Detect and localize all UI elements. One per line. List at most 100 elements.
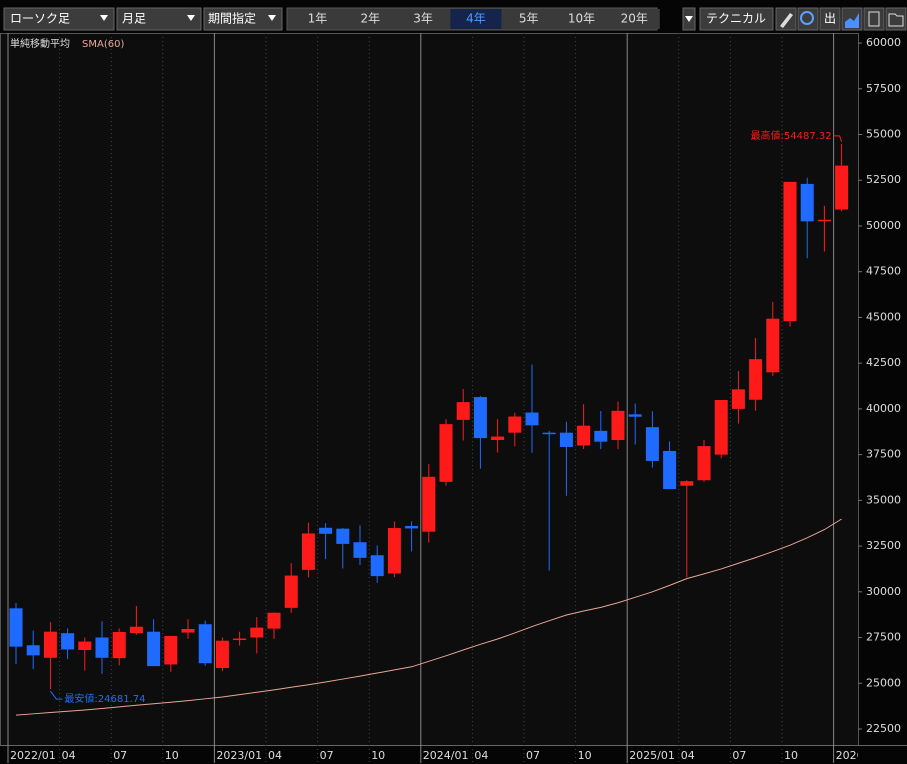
- candle-body: [112, 632, 126, 659]
- y-tick-label: 37500: [866, 448, 901, 461]
- indicator-label: 単純移動平均: [10, 37, 70, 50]
- output-button[interactable]: [819, 7, 841, 31]
- dropdown-arrow: [268, 15, 276, 21]
- save-button[interactable]: [863, 7, 885, 31]
- candle-body: [301, 533, 315, 570]
- candle-body: [387, 528, 401, 574]
- technical-button[interactable]: [699, 7, 774, 31]
- x-tick-label: 07: [732, 749, 746, 762]
- candle-body: [78, 641, 92, 651]
- low-leader: [50, 690, 63, 700]
- zoom-icon: [800, 11, 814, 25]
- candle-body: [456, 402, 470, 420]
- candle-body: [181, 628, 195, 633]
- folder-icon: [888, 13, 904, 27]
- candle-body: [680, 481, 694, 486]
- candle-body: [645, 427, 659, 461]
- candle-body: [61, 633, 75, 650]
- style-dropdown[interactable]: [3, 7, 115, 31]
- candle-body: [284, 575, 298, 608]
- y-tick-label: 55000: [866, 128, 901, 141]
- indicator-name: SMA(60): [82, 39, 124, 50]
- x-tick-label: 2023/01: [216, 749, 262, 762]
- candle-body: [697, 446, 711, 481]
- range-label: 1年: [308, 12, 328, 26]
- candle-body: [233, 638, 247, 641]
- range-button[interactable]: [292, 9, 343, 29]
- y-tick-label: 22500: [866, 722, 901, 735]
- candle-body: [749, 359, 763, 400]
- low-annotation: 最安値:24681.74: [64, 692, 145, 705]
- y-tick-label: 52500: [866, 173, 901, 186]
- candle-body: [491, 436, 505, 440]
- interval-dropdown[interactable]: [116, 7, 202, 31]
- candle-body: [267, 612, 281, 629]
- candle-body: [663, 450, 677, 490]
- x-tick-label: 04: [268, 749, 282, 762]
- y-tick-label: 40000: [866, 402, 901, 415]
- candle-body: [26, 645, 40, 656]
- candle-body: [336, 528, 350, 544]
- x-tick-label: 04: [62, 749, 76, 762]
- candle-body: [164, 635, 178, 665]
- candle-body: [800, 183, 814, 222]
- x-tick-label: 07: [526, 749, 540, 762]
- y-tick-label: 47500: [866, 265, 901, 278]
- x-tick-label: 2022/01: [10, 749, 56, 762]
- range-label: 10年: [568, 12, 595, 26]
- range-button[interactable]: [397, 9, 449, 29]
- candle-body: [525, 412, 539, 426]
- y-tick-label: 45000: [866, 310, 901, 323]
- candle-body: [731, 389, 745, 409]
- candle-body: [405, 525, 419, 529]
- candle-body: [198, 624, 212, 664]
- y-tick-label: 35000: [866, 493, 901, 506]
- candle-body: [95, 637, 109, 658]
- range-label: 3年: [413, 12, 433, 26]
- technical-label: テクニカル: [706, 12, 766, 26]
- high-annotation: 最高値:54487.32: [751, 129, 832, 142]
- y-tick-label: 32500: [866, 539, 901, 552]
- x-tick-label: 04: [681, 749, 695, 762]
- range-button[interactable]: [556, 9, 607, 29]
- range-button[interactable]: [344, 9, 396, 29]
- candle-body: [319, 527, 333, 534]
- candle-body: [714, 399, 728, 455]
- period-dropdown[interactable]: [203, 7, 283, 31]
- plot: 2022/01 04 07 10 2023/01 04 07 10 2024/01 04 07 10 2…: [7, 33, 882, 763]
- candle-body: [370, 555, 384, 577]
- candle-body: [439, 424, 453, 482]
- range-button[interactable]: [450, 9, 502, 29]
- toolbar: ローソク足 月足 期間指定 1年 2年 3年 4年 5年 10年 20年 テクニカル 出: [3, 7, 907, 31]
- y-tick-label: 25000: [866, 676, 901, 689]
- candle-body: [9, 608, 23, 647]
- candle-body: [473, 397, 487, 439]
- y-tick-label: 57500: [866, 82, 901, 95]
- sma-line: [15, 518, 842, 716]
- candle-body: [577, 425, 591, 446]
- range-label: 4年: [466, 12, 486, 26]
- candle-body: [43, 631, 57, 658]
- x-tick-label: 10: [784, 749, 798, 762]
- save-icon: [868, 11, 880, 27]
- candle-body: [783, 181, 797, 322]
- x-tick-label: 2026/01: [836, 749, 882, 762]
- x-tick-label: 10: [371, 749, 385, 762]
- y-tick-label: 27500: [866, 631, 901, 644]
- candle-body: [508, 416, 522, 433]
- output-label: 出: [824, 12, 836, 26]
- candle-body: [611, 410, 625, 440]
- dropdown-arrow: [685, 16, 693, 22]
- period-label: 期間指定: [208, 11, 256, 26]
- y-tick-label: 30000: [866, 585, 901, 598]
- y-tick-label: 42500: [866, 356, 901, 369]
- range-button[interactable]: [503, 9, 555, 29]
- x-tick-label: 07: [320, 749, 334, 762]
- candle-body: [766, 318, 780, 373]
- x-tick-label: 2024/01: [423, 749, 469, 762]
- candle-body: [594, 430, 608, 442]
- range-button[interactable]: [608, 9, 660, 29]
- area-icon: [845, 13, 859, 28]
